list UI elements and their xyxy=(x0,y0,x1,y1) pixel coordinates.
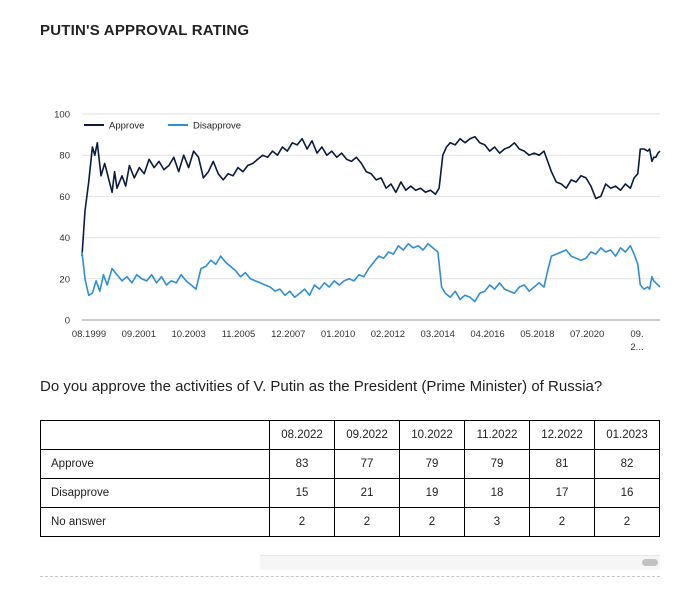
column-header: 09.2022 xyxy=(334,420,400,450)
results-table: 08.2022 09.2022 10.2022 11.2022 12.2022 … xyxy=(40,420,660,537)
y-tick-label: 40 xyxy=(59,233,70,244)
table-cell: 83 xyxy=(269,449,335,479)
scrollbar-thumb[interactable] xyxy=(642,559,658,566)
column-header: 08.2022 xyxy=(269,420,335,450)
chart-gridlines xyxy=(82,113,660,321)
page-title: PUTIN'S APPROVAL RATING xyxy=(40,22,250,39)
table-cell: 81 xyxy=(529,449,595,479)
table-cell: 79 xyxy=(399,449,465,479)
x-tick-label: 03.2014 xyxy=(421,329,455,340)
table-row-no-answer: No answer 2 2 2 3 2 2 xyxy=(40,507,660,537)
x-tick-label: 08.1999 xyxy=(72,329,106,340)
y-tick-label: 0 xyxy=(65,316,70,327)
table-cell: 17 xyxy=(529,478,595,508)
x-tick-label: 07.2020 xyxy=(570,329,604,340)
table-cell: 15 xyxy=(269,478,335,508)
y-tick-label: 80 xyxy=(59,151,70,162)
column-header: 01.2023 xyxy=(594,420,660,450)
chart-series xyxy=(81,135,661,303)
series-line-approve xyxy=(81,135,661,257)
x-tick-label: 11.2005 xyxy=(222,329,256,340)
section-divider xyxy=(40,576,660,577)
horizontal-scrollbar[interactable] xyxy=(260,555,660,570)
row-label: Disapprove xyxy=(40,478,270,508)
table-cell: 19 xyxy=(399,478,465,508)
x-tick-label: 09.2001 xyxy=(122,329,156,340)
table-cell: 82 xyxy=(594,449,660,479)
table-cell: 18 xyxy=(464,478,530,508)
y-tick-label: 100 xyxy=(54,110,70,121)
table-cell: 79 xyxy=(464,449,530,479)
legend-label-disapprove[interactable]: Disapprove xyxy=(193,121,241,132)
x-tick-label: 2... xyxy=(630,342,643,353)
table-cell: 21 xyxy=(334,478,400,508)
chart-legend[interactable]: Approve Disapprove xyxy=(84,121,241,132)
table-header-row: 08.2022 09.2022 10.2022 11.2022 12.2022 … xyxy=(40,420,660,450)
table-row-disapprove: Disapprove 15 21 19 18 17 16 xyxy=(40,478,660,508)
table-cell: 2 xyxy=(334,507,400,537)
table-cell: 2 xyxy=(529,507,595,537)
column-header: 12.2022 xyxy=(529,420,595,450)
y-tick-label: 20 xyxy=(59,274,70,285)
table-cell: 2 xyxy=(594,507,660,537)
y-axis-tick-labels: 0 20 40 60 80 100 xyxy=(54,110,70,327)
table-row-approve: Approve 83 77 79 79 81 82 xyxy=(40,449,660,479)
x-tick-label: 12.2007 xyxy=(271,329,305,340)
series-line-disapprove xyxy=(81,243,661,303)
column-header: 11.2022 xyxy=(464,420,530,450)
table-cell: 2 xyxy=(399,507,465,537)
x-tick-label: 09. xyxy=(630,329,643,340)
table-cell: 77 xyxy=(334,449,400,479)
x-tick-label: 02.2012 xyxy=(371,329,405,340)
table-cell: 3 xyxy=(464,507,530,537)
row-label: No answer xyxy=(40,507,270,537)
approval-line-chart: 0 20 40 60 80 100 08.1999 09.2001 10.2003 11.200… xyxy=(54,110,661,353)
x-tick-label: 04.2016 xyxy=(470,329,504,340)
table-cell: 2 xyxy=(269,507,335,537)
survey-question: Do you approve the activities of V. Puti… xyxy=(40,378,603,395)
legend-label-approve[interactable]: Approve xyxy=(109,121,144,132)
x-tick-label: 05.2018 xyxy=(520,329,554,340)
x-axis-tick-labels: 08.1999 09.2001 10.2003 11.2005 12.2007 01.20… xyxy=(72,329,644,353)
table-cell: 16 xyxy=(594,478,660,508)
column-header: 10.2022 xyxy=(399,420,465,450)
x-tick-label: 01.2010 xyxy=(321,329,355,340)
y-tick-label: 60 xyxy=(59,192,70,203)
table-corner-cell xyxy=(40,420,270,450)
row-label: Approve xyxy=(40,449,270,479)
x-tick-label: 10.2003 xyxy=(171,329,205,340)
